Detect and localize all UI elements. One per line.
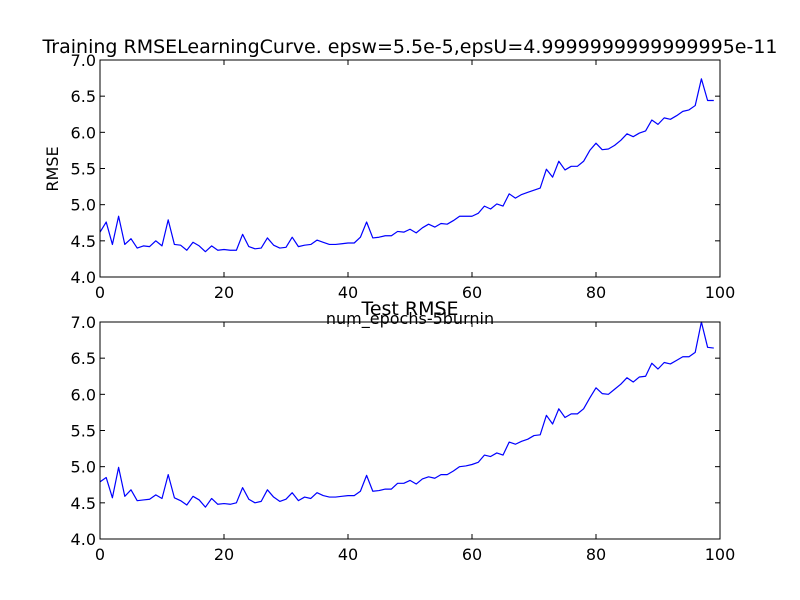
training-series bbox=[99, 78, 714, 253]
training-x-axis-label: num_epochs-5burnin bbox=[326, 309, 494, 329]
test-y-tick-label: 7.0 bbox=[71, 313, 96, 332]
test-y-tick-label: 5.0 bbox=[71, 458, 96, 477]
training-y-tick-label: 5.0 bbox=[71, 196, 96, 215]
training-plot-frame bbox=[99, 59, 721, 278]
test-y-tick-label: 4.5 bbox=[71, 494, 96, 513]
training-y-axis-label: RMSE bbox=[43, 146, 62, 191]
training-y-tick-label: 6.5 bbox=[71, 87, 96, 106]
training-ticks: 0 20 40 60 80 100 4.0 4.5 5.0 5.5 6.0 6.5 7.0 bbox=[71, 51, 736, 302]
test-x-tick-label: 80 bbox=[586, 545, 606, 564]
test-x-tick-label: 40 bbox=[338, 545, 358, 564]
training-y-tick-label: 4.5 bbox=[71, 232, 96, 251]
test-plot-frame bbox=[99, 321, 721, 540]
test-series bbox=[99, 321, 714, 508]
training-x-tick-label: 0 bbox=[95, 283, 105, 302]
training-x-tick-label: 60 bbox=[462, 283, 482, 302]
test-y-tick-label: 4.0 bbox=[71, 530, 96, 549]
training-y-tick-label: 6.0 bbox=[71, 123, 96, 142]
training-x-tick-label: 20 bbox=[214, 283, 234, 302]
test-x-tick-label: 60 bbox=[462, 545, 482, 564]
training-x-tick-label: 40 bbox=[338, 283, 358, 302]
training-x-tick-label: 100 bbox=[705, 283, 736, 302]
test-y-tick-label: 6.5 bbox=[71, 349, 96, 368]
test-rmse-line bbox=[99, 321, 714, 508]
test-x-tick-label: 100 bbox=[705, 545, 736, 564]
test-rmse-axes: 0 20 40 60 80 100 4.0 4.5 5.0 5.5 6.0 6.5 7.0 num_ep… bbox=[71, 298, 736, 564]
training-rmse-line bbox=[99, 78, 714, 253]
training-y-tick-label: 7.0 bbox=[71, 51, 96, 70]
test-y-tick-label: 5.5 bbox=[71, 422, 96, 441]
test-x-tick-label: 0 bbox=[95, 545, 105, 564]
training-rmse-axes: Training RMSELearningCurve. epsw=5.5e-5,… bbox=[41, 36, 777, 302]
training-y-tick-label: 5.5 bbox=[71, 160, 96, 179]
test-y-tick-label: 6.0 bbox=[71, 385, 96, 404]
test-x-tick-label: 20 bbox=[214, 545, 234, 564]
training-x-tick-label: 80 bbox=[586, 283, 606, 302]
test-chart-title: Test RMSE bbox=[360, 298, 458, 320]
training-y-tick-label: 4.0 bbox=[71, 268, 96, 287]
test-ticks: 0 20 40 60 80 100 4.0 4.5 5.0 5.5 6.0 6.5 7.0 bbox=[71, 313, 736, 564]
training-chart-title: Training RMSELearningCurve. epsw=5.5e-5,… bbox=[41, 36, 777, 58]
